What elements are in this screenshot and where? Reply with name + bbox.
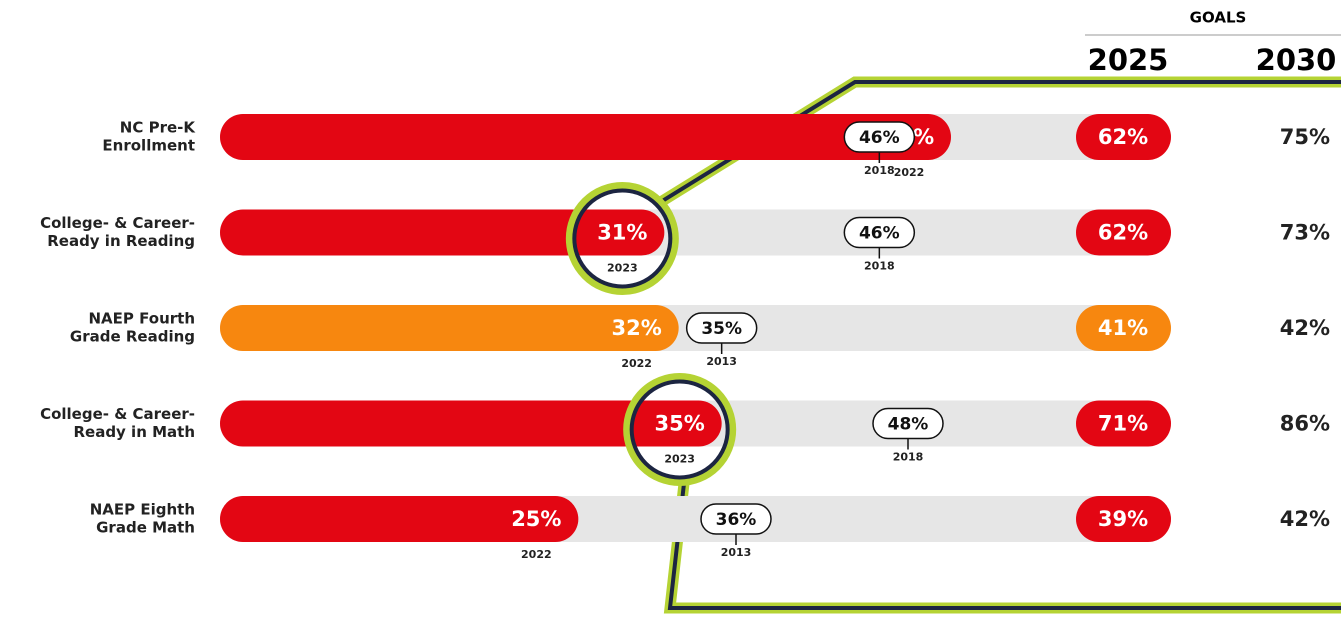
goal-label: 75% <box>1280 125 1330 149</box>
row-label: Grade Math <box>96 519 195 537</box>
goal-label: 62% <box>1098 125 1148 149</box>
current-year: 2022 <box>894 166 925 179</box>
goal-column: 2025 <box>1088 43 1169 77</box>
current-year: 2023 <box>664 453 695 466</box>
goal-label: 39% <box>1098 507 1148 531</box>
row-label: Ready in Reading <box>47 232 195 250</box>
goal-pill <box>1076 400 1171 447</box>
goal-label: 86% <box>1280 412 1330 436</box>
row-label: NC Pre-K <box>120 119 197 137</box>
row-label: Ready in Math <box>73 423 195 441</box>
goal-label: 71% <box>1098 412 1148 436</box>
baseline-year: 2013 <box>706 355 737 368</box>
goal-pill <box>1076 305 1171 351</box>
highlight-circles <box>565 182 737 486</box>
row-label: College- & Career- <box>40 214 195 232</box>
goal-label: 41% <box>1098 316 1148 340</box>
highlight-ring <box>572 188 673 289</box>
highlight-ring <box>629 379 730 480</box>
baseline-label: 46% <box>859 224 900 244</box>
row-label: Grade Reading <box>70 328 195 346</box>
current-label: 35% <box>655 412 705 436</box>
baseline-year: 2018 <box>893 451 924 464</box>
row-label: Enrollment <box>102 137 195 155</box>
row-label: NAEP Eighth <box>90 501 195 519</box>
baseline-label: 36% <box>716 510 757 530</box>
bar <box>220 305 679 351</box>
current-year: 2022 <box>621 357 652 370</box>
baseline-label: 35% <box>701 319 742 339</box>
bar <box>220 114 951 160</box>
row-label: College- & Career- <box>40 405 195 423</box>
baseline-year: 2013 <box>721 546 752 559</box>
goal-pill <box>1076 496 1171 542</box>
baseline-year: 2018 <box>864 260 895 273</box>
goal-pill <box>1076 114 1171 160</box>
row-label: NAEP Fourth <box>89 310 196 328</box>
highlight-ring <box>565 182 679 295</box>
current-label: 32% <box>612 316 662 340</box>
baseline-label: 46% <box>859 128 900 148</box>
goals-title: GOALS <box>1190 9 1247 27</box>
goal-label: 73% <box>1280 221 1330 245</box>
goal-label: 42% <box>1280 507 1330 531</box>
current-label: 25% <box>511 507 561 531</box>
goal-pill <box>1076 209 1171 256</box>
baseline-label: 48% <box>888 415 929 435</box>
current-year: 2022 <box>521 548 552 561</box>
bar <box>220 400 722 447</box>
highlight-ring <box>623 373 737 486</box>
bar <box>220 209 665 256</box>
bar <box>220 496 579 542</box>
current-label: 31% <box>597 221 647 245</box>
goal-label: 42% <box>1280 316 1330 340</box>
highlight-connector <box>654 80 1341 207</box>
baseline-year: 2018 <box>864 164 895 177</box>
goal-column: 2030 <box>1256 43 1337 77</box>
marks-layer: NC Pre-KEnrollment51%202246%201862%75%Co… <box>40 114 1330 561</box>
current-year: 2023 <box>607 262 638 275</box>
goal-label: 62% <box>1098 221 1148 245</box>
